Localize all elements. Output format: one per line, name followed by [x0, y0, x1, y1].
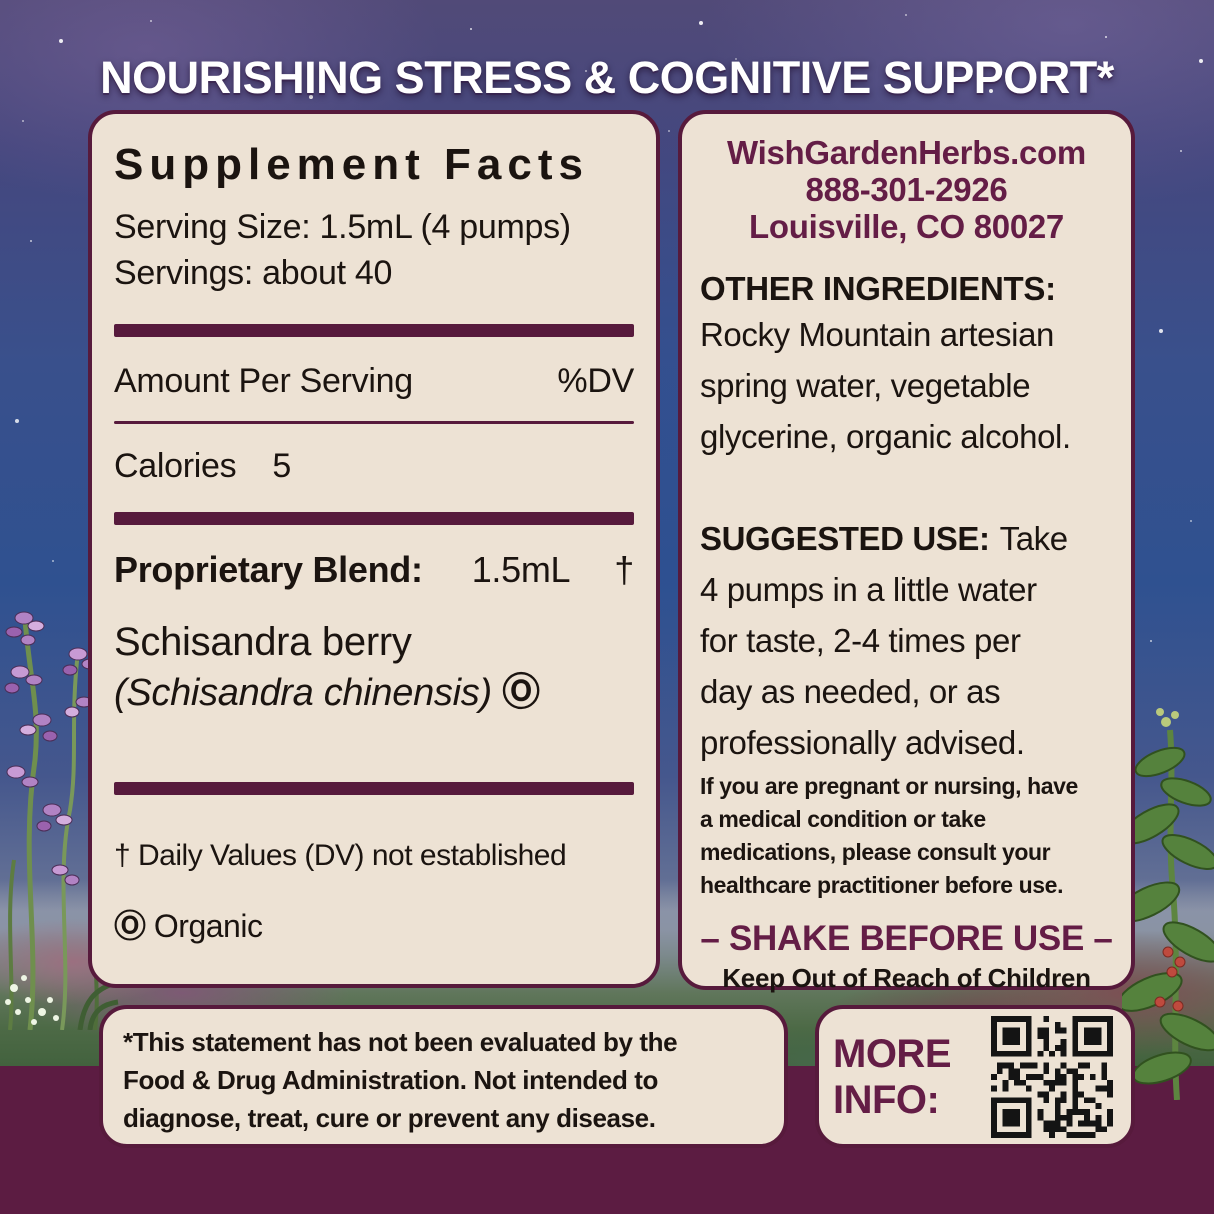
dv-column-header: %DV: [557, 362, 634, 400]
more-info-label: MORE INFO:: [833, 1031, 952, 1122]
address-text: Louisville, CO 80027: [749, 208, 1064, 245]
suggested-use-text: Take 4 pumps in a little water for taste…: [700, 520, 1068, 761]
suggested-use-heading: SUGGESTED USE:: [700, 520, 990, 557]
stars: [0, 0, 2, 2]
other-ingredients-heading: OTHER INGREDIENTS:: [700, 270, 1056, 307]
divider-bar: [114, 324, 634, 337]
organic-symbol: Ⓞ: [502, 670, 540, 714]
dagger-footnote: † Daily Values (DV) not established: [114, 839, 567, 872]
serving-size-text: Serving Size: 1.5mL (4 pumps): [114, 208, 571, 246]
divider-bar: [114, 782, 634, 795]
fda-disclaimer-text: *This statement has not been evaluated b…: [123, 1027, 678, 1133]
pregnancy-warning-text: If you are pregnant or nursing, have a m…: [700, 773, 1078, 898]
shake-before-use-notice: – SHAKE BEFORE USE –: [700, 919, 1113, 958]
ingredient-latin-name: (Schisandra chinensis): [114, 672, 492, 714]
phone-text: 888-301-2926: [805, 171, 1008, 208]
contact-block: WishGardenHerbs.com 888-301-2926 Louisvi…: [700, 134, 1113, 245]
calories-label: Calories: [114, 447, 237, 485]
organic-footnote-label: Organic: [153, 908, 263, 944]
keep-out-of-reach-notice: Keep Out of Reach of Children: [722, 963, 1091, 993]
qr-code: [991, 1015, 1113, 1138]
other-ingredients-text: Rocky Mountain artesian spring water, ve…: [700, 316, 1071, 455]
proprietary-blend-label: Proprietary Blend:: [114, 549, 423, 590]
servings-count-text: Servings: about 40: [114, 254, 393, 292]
blend-amount: 1.5mL: [471, 549, 571, 590]
supplement-facts-title: Supplement Facts: [114, 140, 589, 189]
more-info-box: MORE INFO:: [815, 1005, 1135, 1148]
website-text: WishGardenHerbs.com: [727, 134, 1086, 171]
amount-per-serving-label: Amount Per Serving: [114, 362, 413, 400]
ingredient-entry: Schisandra berry (Schisandra chinensis) …: [114, 617, 634, 718]
ingredient-name: Schisandra berry: [114, 620, 412, 664]
calories-value: 5: [272, 447, 291, 485]
info-panel: WishGardenHerbs.com 888-301-2926 Louisvi…: [678, 110, 1135, 993]
divider-bar: [114, 512, 634, 525]
divider-rule: [114, 421, 634, 424]
supplement-facts-panel: Supplement Facts Serving Size: 1.5mL (4 …: [88, 110, 660, 988]
fda-disclaimer-box: *This statement has not been evaluated b…: [99, 1005, 788, 1148]
product-tagline: NOURISHING STRESS & COGNITIVE SUPPORT*: [100, 52, 1114, 103]
blend-dv-dagger: †: [614, 549, 634, 590]
organic-footnote-symbol: Ⓞ: [114, 907, 146, 945]
herb-illustration-right: [1122, 708, 1214, 1100]
